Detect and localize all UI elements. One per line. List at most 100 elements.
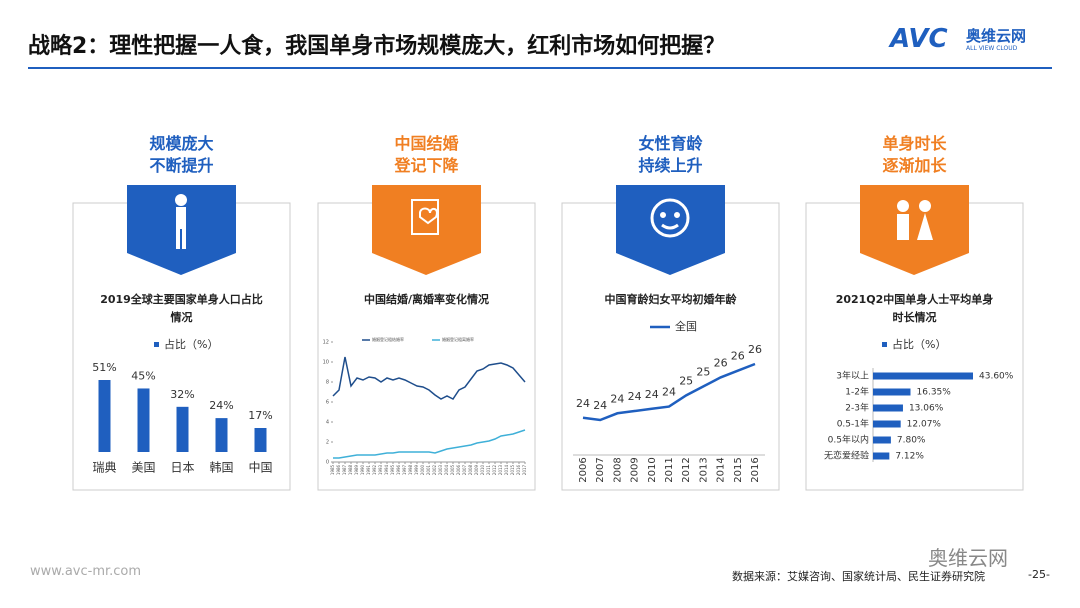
data-label: 24 <box>628 390 642 403</box>
data-label: 24 <box>593 399 607 412</box>
y-tick-label: 2 <box>326 440 329 446</box>
x-tick-label: 1995 <box>390 464 395 475</box>
y-tick-label: 10 <box>323 360 329 366</box>
x-tick-label: 2003 <box>438 464 443 475</box>
data-label: 26 <box>748 343 762 356</box>
x-tick-label: 1999 <box>414 464 419 475</box>
data-label: 12.07% <box>907 420 942 430</box>
bar <box>873 404 903 412</box>
badge <box>372 185 481 275</box>
x-tick-label: 2012 <box>681 457 692 482</box>
x-tick-label: 1991 <box>366 464 371 475</box>
chart-title: 中国育龄妇女平均初婚年龄 <box>604 293 737 306</box>
legend-label: 全国 <box>675 319 697 333</box>
legend-label: 占比（%） <box>892 337 946 351</box>
x-tick-label: 2014 <box>716 457 727 482</box>
watermark: 奥维云网 <box>928 546 1008 570</box>
bar <box>873 452 890 460</box>
badge <box>616 185 725 275</box>
y-tick-label: 3年以上 <box>836 370 869 382</box>
y-tick-label: 4 <box>326 420 329 426</box>
y-tick-label: 0.5年以内 <box>828 434 869 446</box>
data-label: 45% <box>131 369 155 382</box>
y-tick-label: 12 <box>323 340 329 346</box>
data-label: 26 <box>731 350 745 363</box>
panel-heading: 逐渐加长 <box>882 156 947 175</box>
bar <box>254 428 267 452</box>
x-tick-label: 2013 <box>498 464 503 475</box>
logo: AVC <box>890 24 948 54</box>
website: www.avc-mr.com <box>30 564 142 579</box>
x-tick-label: 2015 <box>733 457 744 482</box>
y-tick-label: 0.5-1年 <box>837 418 869 430</box>
y-tick-label: 1-2年 <box>845 386 869 398</box>
y-tick-label: 8 <box>326 380 329 386</box>
x-tick-label: 2006 <box>456 464 461 475</box>
x-tick-label: 日本 <box>170 461 194 475</box>
bar <box>873 420 901 428</box>
line <box>333 429 526 459</box>
x-tick-label: 1985 <box>330 464 335 475</box>
legend-label: 占比（%） <box>164 337 218 351</box>
badge <box>860 185 969 275</box>
badges <box>127 185 969 275</box>
x-tick-label: 2016 <box>750 457 761 482</box>
x-tick-label: 2008 <box>468 464 473 475</box>
data-label: 7.80% <box>897 436 926 446</box>
data-label: 25 <box>696 365 710 378</box>
data-label: 13.06% <box>909 404 944 414</box>
x-tick-label: 2006 <box>578 457 589 482</box>
bar <box>873 436 891 444</box>
data-label: 24 <box>662 386 676 399</box>
y-tick-label: 无恋爱经验 <box>824 450 869 462</box>
x-tick-label: 2014 <box>504 464 509 475</box>
icon <box>175 194 187 249</box>
x-tick-label: 中国 <box>248 460 272 475</box>
x-tick-label: 瑞典 <box>92 461 116 475</box>
x-tick-label: 2007 <box>462 464 467 475</box>
x-tick-label: 2013 <box>698 457 709 482</box>
x-tick-label: 2000 <box>420 464 425 475</box>
data-label: 7.12% <box>895 452 924 462</box>
x-tick-label: 2004 <box>444 464 449 475</box>
x-tick-label: 1989 <box>354 464 359 475</box>
legend-swatch <box>882 342 887 347</box>
bar <box>98 380 111 452</box>
icon <box>411 199 439 235</box>
panel-heading: 单身时长 <box>882 134 947 153</box>
x-tick-label: 1986 <box>336 464 341 475</box>
panel-heading: 中国结婚 <box>394 134 459 153</box>
x-tick-label: 2007 <box>595 457 606 482</box>
chart-title: 2021Q2中国单身人士平均单身时长情况 <box>835 293 994 324</box>
x-tick-label: 1996 <box>396 464 401 475</box>
x-tick-label: 美国 <box>131 461 155 475</box>
x-tick-label: 1990 <box>360 464 365 475</box>
x-tick-label: 2008 <box>612 457 623 482</box>
panel-heading: 登记下降 <box>394 156 459 175</box>
x-tick-label: 1993 <box>378 464 383 475</box>
chart-title: 中国结婚/离婚率变化情况 <box>363 293 490 306</box>
badge <box>127 185 236 275</box>
source: 数据来源：艾媒咨询、国家统计局、民生证券研究院 <box>732 570 985 583</box>
data-label: 24 <box>610 392 624 405</box>
x-tick-label: 2010 <box>480 464 485 475</box>
x-tick-label: 2017 <box>522 464 527 475</box>
panel-heading: 规模庞大 <box>149 134 214 153</box>
bar <box>137 388 150 452</box>
data-label: 24 <box>576 397 590 410</box>
logo-en: ALL VIEW CLOUD <box>966 45 1018 52</box>
data-label: 24 <box>645 388 659 401</box>
data-label: 24% <box>209 399 233 412</box>
legend-swatch <box>154 342 159 347</box>
x-tick-label: 2016 <box>516 464 521 475</box>
x-tick-label: 1992 <box>372 464 377 475</box>
x-tick-label: 2010 <box>647 457 658 482</box>
x-tick-label: 1997 <box>402 464 407 475</box>
data-label: 43.60% <box>979 372 1014 382</box>
x-tick-label: 1994 <box>384 464 389 475</box>
bar <box>873 372 973 380</box>
bar <box>176 406 189 452</box>
x-tick-label: 2011 <box>486 464 491 475</box>
